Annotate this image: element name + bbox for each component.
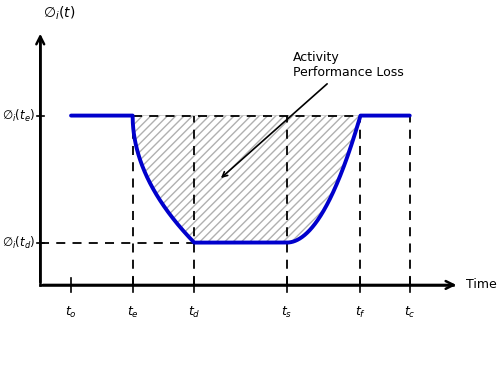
Text: $\varnothing_i(t_d)$: $\varnothing_i(t_d)$	[2, 234, 35, 251]
Text: $t_d$: $t_d$	[188, 305, 200, 320]
Text: $t_e$: $t_e$	[126, 305, 138, 320]
Text: Activity
Performance Loss: Activity Performance Loss	[222, 51, 404, 177]
Text: $t_c$: $t_c$	[404, 305, 415, 320]
Text: $\varnothing_i(t_e)$: $\varnothing_i(t_e)$	[2, 108, 35, 124]
Text: $t_s$: $t_s$	[281, 305, 292, 320]
Text: $t_o$: $t_o$	[65, 305, 77, 320]
Text: $t_f$: $t_f$	[355, 305, 366, 320]
Text: $\varnothing_i(t)$: $\varnothing_i(t)$	[44, 5, 76, 22]
Text: Time: Time	[466, 278, 497, 292]
